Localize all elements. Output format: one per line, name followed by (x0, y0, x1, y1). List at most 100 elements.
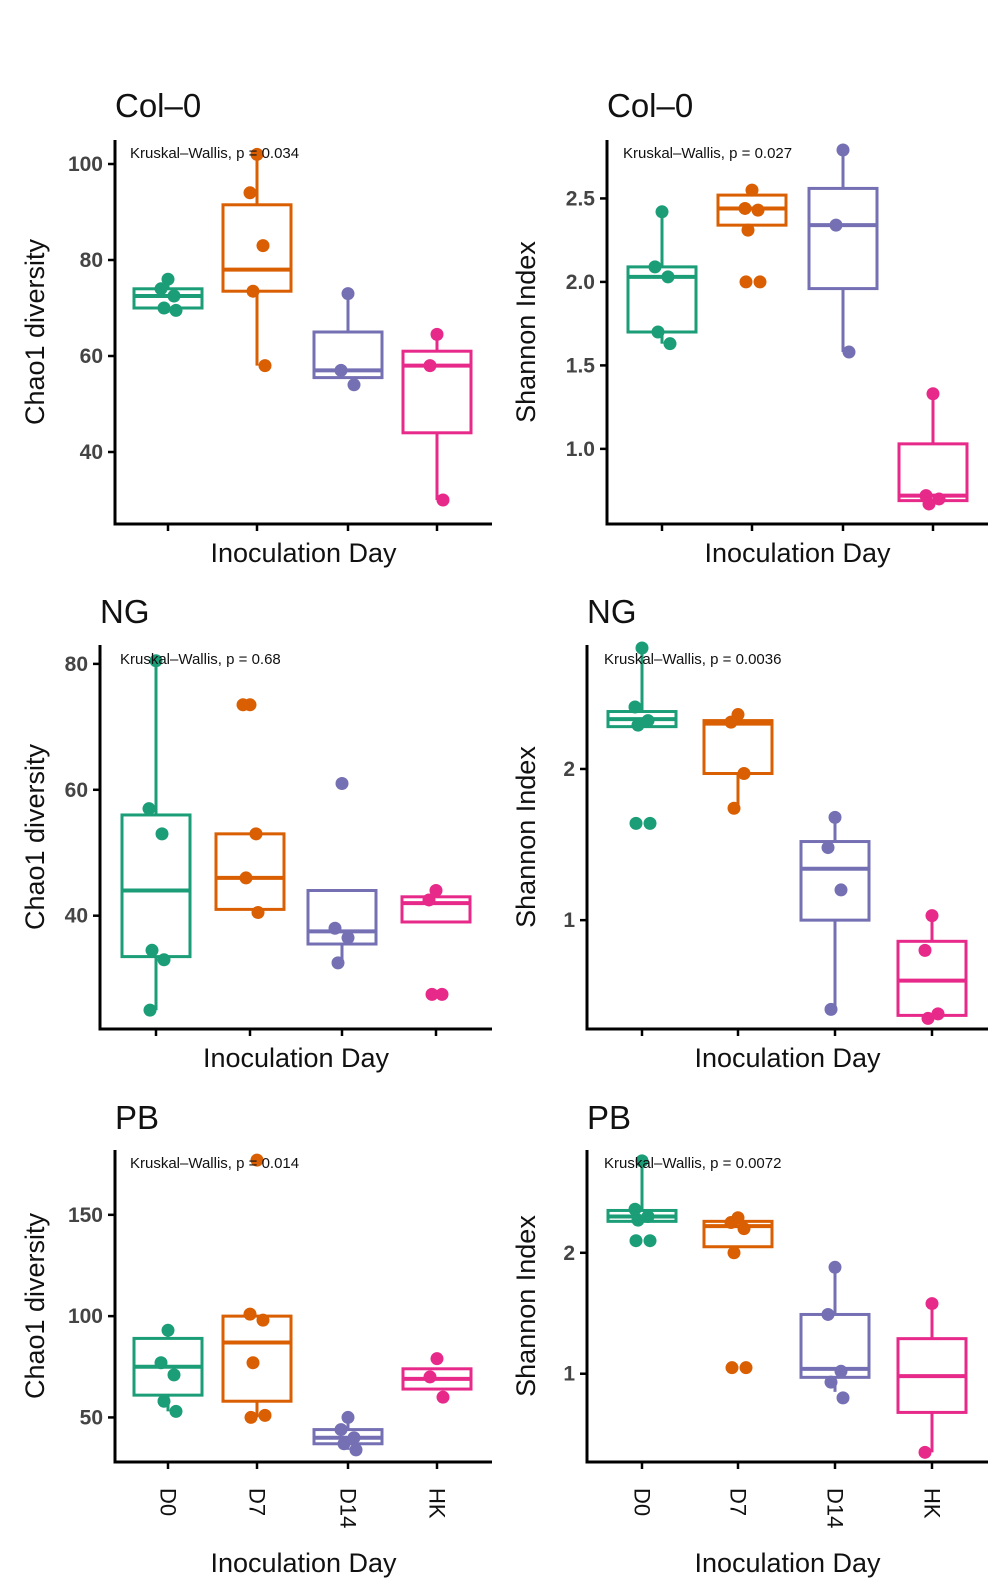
y-axis-label: Chao1 diversity (20, 238, 50, 425)
series-D0 (120, 654, 192, 1017)
data-point (836, 143, 850, 157)
data-point (149, 654, 163, 668)
y-tick-label: 2.0 (566, 271, 595, 294)
data-point (824, 1375, 838, 1389)
data-point (243, 186, 257, 200)
series-D7 (214, 698, 286, 920)
data-point (628, 700, 642, 714)
y-tick-label: 1.0 (566, 438, 595, 461)
series-HK (401, 327, 473, 507)
panel-1: Col–0 Chao1 diversity Inoculation Day 40 60 8… (20, 87, 492, 568)
data-point (436, 1390, 450, 1404)
panel-6: PB Shannon Index Inoculation Day 1 2 D0 D7 D14 H… (511, 1099, 988, 1578)
x-category-label: HK (425, 1488, 450, 1519)
data-point (739, 275, 753, 289)
data-point (629, 816, 643, 830)
data-point (655, 205, 669, 219)
series-D0 (606, 641, 678, 830)
stat-annotation: Kruskal–Wallis, p = 0.0036 (604, 651, 781, 668)
series-D14 (312, 1410, 384, 1457)
data-point (249, 827, 263, 841)
data-point (834, 1364, 848, 1378)
x-category-label: D7 (245, 1488, 270, 1516)
panel-title: NG (587, 593, 637, 630)
data-point (337, 1437, 351, 1451)
series-D7 (716, 183, 788, 289)
y-tick-label: 60 (65, 779, 88, 802)
stat-annotation: Kruskal–Wallis, p = 0.014 (130, 1155, 299, 1172)
x-category-label: HK (920, 1488, 945, 1519)
data-point (635, 641, 649, 655)
data-point (932, 492, 946, 506)
data-point (251, 906, 265, 920)
data-point (157, 301, 171, 315)
x-category-label: D0 (630, 1488, 655, 1516)
panel-title: Col–0 (607, 87, 693, 124)
x-category-label: D14 (823, 1488, 848, 1528)
y-tick-label: 2.5 (566, 187, 596, 210)
data-point (347, 1431, 361, 1445)
series-D14 (306, 776, 378, 970)
panel-title: PB (115, 1099, 159, 1136)
data-point (425, 987, 439, 1001)
data-point (142, 802, 156, 816)
box (401, 349, 473, 435)
stat-annotation: Kruskal–Wallis, p = 0.0072 (604, 1155, 781, 1172)
data-point (635, 1154, 649, 1168)
data-point (661, 270, 675, 284)
y-tick-label: 80 (65, 653, 88, 676)
panel-3: NG Chao1 diversity Inoculation Day 40 60 80 Kr… (20, 593, 492, 1073)
x-category-label: D0 (156, 1488, 181, 1516)
y-tick-label: 2 (563, 1242, 575, 1265)
panel-title: Col–0 (115, 87, 201, 124)
y-tick-label: 100 (68, 153, 103, 176)
data-point (243, 1307, 257, 1321)
box (799, 840, 871, 922)
data-point (435, 987, 449, 1001)
box (306, 889, 378, 946)
data-point (334, 1423, 348, 1437)
series-D14 (799, 1260, 871, 1405)
data-point (423, 359, 437, 373)
x-axis-label: Inoculation Day (694, 1548, 881, 1578)
data-point (236, 698, 250, 712)
data-point (918, 943, 932, 957)
data-point (155, 827, 169, 841)
panel-4: NG Shannon Index Inoculation Day 1 2 Kruskal–… (511, 593, 988, 1073)
data-point (727, 1246, 741, 1260)
series-D7 (221, 1153, 293, 1424)
series-HK (896, 909, 968, 1025)
box (702, 719, 774, 776)
data-point (430, 1352, 444, 1366)
data-point (629, 1234, 643, 1248)
data-point (628, 1202, 642, 1216)
data-point (751, 203, 765, 217)
data-point (651, 325, 665, 339)
data-point (925, 909, 939, 923)
data-point (834, 883, 848, 897)
data-point (161, 272, 175, 286)
data-point (258, 359, 272, 373)
data-point (256, 1313, 270, 1327)
data-point (246, 284, 260, 298)
series-D14 (312, 287, 384, 392)
data-point (829, 218, 843, 232)
data-point (161, 1323, 175, 1337)
data-point (921, 1011, 935, 1025)
data-point (328, 921, 342, 935)
data-point (436, 493, 450, 507)
y-tick-label: 1.5 (566, 354, 596, 377)
data-point (423, 1370, 437, 1384)
data-point (429, 884, 443, 898)
x-category-label: D14 (336, 1488, 361, 1528)
data-point (643, 816, 657, 830)
data-point (258, 1408, 272, 1422)
x-axis-label: Inoculation Day (704, 538, 891, 568)
x-axis-label: Inoculation Day (210, 538, 397, 568)
series-D14 (799, 810, 871, 1016)
series-D0 (606, 1154, 678, 1248)
data-point (842, 345, 856, 359)
data-point (926, 387, 940, 401)
data-point (331, 956, 345, 970)
